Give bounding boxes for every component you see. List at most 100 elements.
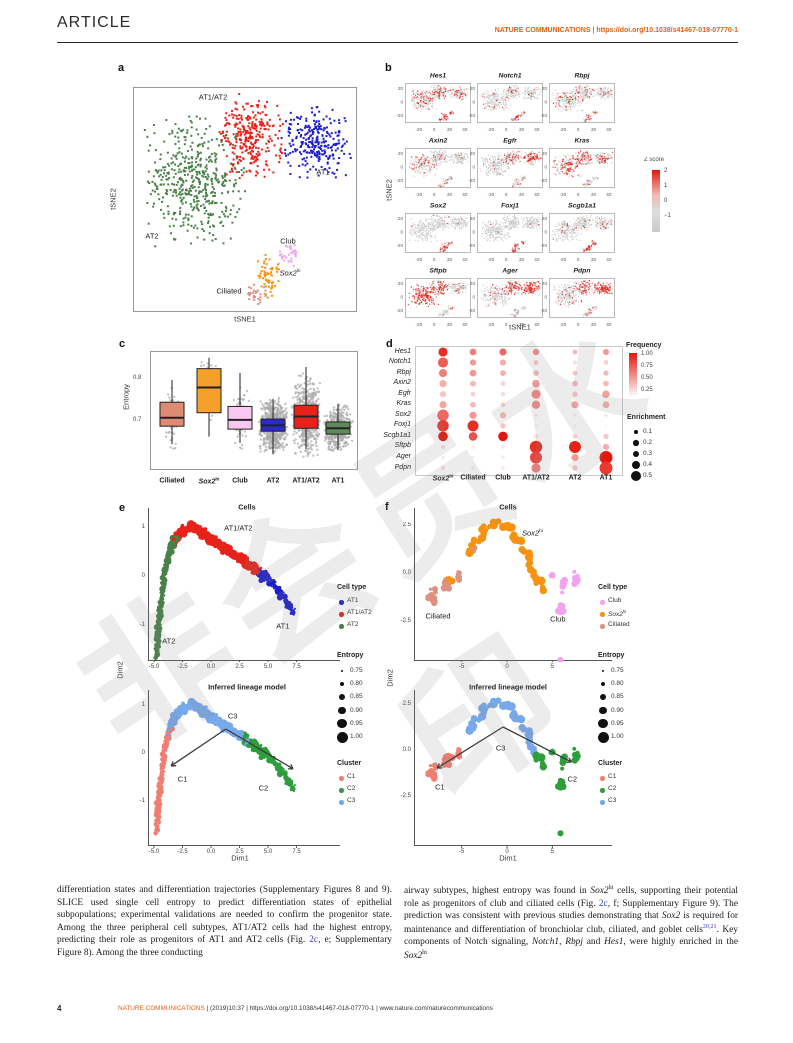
e-top-title: Cells	[238, 502, 256, 512]
cell-type-legend-label: Ciliated	[608, 621, 630, 628]
gene-title-Sox2: Sox2	[429, 202, 447, 210]
panel-e-bottom-canvas-y-tick: -1	[139, 797, 145, 804]
panel-f-top-canvas-x-tick: -5	[458, 664, 465, 670]
entropy-legend-value: 0.90	[611, 706, 624, 714]
cell-type-legend-dot	[600, 624, 605, 629]
cluster-legend-title: Cluster	[598, 760, 623, 767]
c-category-label: Ciliated	[159, 477, 185, 485]
cluster-label: C1	[435, 782, 445, 792]
figure-2: a b c d e f AT1/AT2 AT1 AT2 Club Sox2hi Ciliated tSN…	[109, 62, 671, 863]
cluster-legend-dot	[600, 776, 605, 781]
gene-plot-Hes1	[391, 81, 473, 137]
cluster-legend-label: C3	[608, 797, 617, 804]
d-gene-row-Notch1: Notch1	[388, 358, 411, 366]
entropy-legend-dot	[598, 719, 608, 729]
gene-plot-Rbpj	[535, 81, 617, 137]
panel-letter-e: e	[119, 502, 126, 514]
cluster-label: C1	[177, 774, 188, 784]
gene-title-Foxj1: Foxj1	[501, 202, 519, 210]
d-category-label: Sox2hi	[432, 473, 454, 483]
d-gene-row-Ager: Ager	[396, 453, 411, 460]
cluster-legend-dot	[600, 800, 605, 805]
enrichment-value: 0.1	[643, 428, 653, 435]
frequency-tick: 1.00	[641, 351, 653, 357]
header-rule	[57, 42, 738, 43]
footer-line: NATURE COMMUNICATIONS | (2019)10:37 | ht…	[118, 1005, 493, 1012]
entropy-legend-dot	[337, 719, 347, 729]
enrichment-value: 0.5	[643, 472, 653, 479]
cluster-label: Sox2hi	[521, 528, 543, 538]
gene-plot-Sox2	[391, 211, 473, 267]
d-category-label: AT1	[599, 474, 613, 482]
panel-f-top-canvas-x-tick: 0	[505, 664, 509, 670]
gene-plot-Kras	[535, 146, 617, 202]
cluster-label: C2	[258, 783, 269, 793]
panel-e-bottom-canvas-y-tick: 0	[141, 749, 145, 756]
body-column-1: differentiation states and differentiati…	[57, 885, 392, 958]
cell-type-legend-label: AT1/AT2	[347, 609, 372, 616]
journal-doi-link[interactable]: NATURE COMMUNICATIONS | https://doi.org/…	[494, 27, 738, 34]
gene-title-Sftpb: Sftpb	[429, 267, 447, 275]
d-gene-row-Sftpb: Sftpb	[394, 442, 411, 450]
cluster-legend-title: Cluster	[337, 760, 362, 767]
gene-title-Axin2: Axin2	[428, 137, 448, 145]
c-category-label: AT1	[331, 477, 345, 485]
entropy-legend-value: 1.00	[611, 733, 624, 740]
cell-type-legend-dot	[600, 612, 605, 617]
entropy-legend-value: 0.90	[350, 706, 363, 714]
entropy-legend-value: 0.80	[611, 680, 624, 688]
cluster-label: AT1/AT2	[224, 523, 253, 533]
d-gene-row-Scgb1a1: Scgb1a1	[383, 431, 411, 439]
zscore-tick: 1	[664, 183, 668, 189]
panel-f-bottom-canvas-y-tick: 0.0	[402, 746, 411, 753]
d-gene-row-Kras: Kras	[396, 400, 411, 408]
zscore-tick: 2	[664, 168, 668, 174]
a-x-axis-label: tSNE1	[234, 314, 256, 324]
panel-e-top-canvas-x-tick: 2.5	[235, 664, 244, 670]
gene-plot-Ager	[463, 276, 545, 332]
c-y-axis-label: Entropy	[121, 384, 131, 410]
frequency-tick: 0.50	[641, 375, 653, 381]
panel-f-top-canvas-y-tick: -2.5	[400, 617, 411, 624]
entropy-legend-dot	[601, 669, 605, 673]
panel-a-canvas	[133, 87, 357, 312]
gene-title-Egfr: Egfr	[503, 137, 517, 145]
c-category-label: Club	[232, 477, 248, 485]
entropy-legend-dot	[600, 682, 606, 687]
c-y-tick: 0.7	[133, 417, 142, 423]
panel-f-bottom-canvas-x-tick: -5	[458, 849, 465, 855]
panel-f-top-canvas-x-tick: 5	[550, 664, 555, 670]
c-y-tick: 0.8	[133, 375, 142, 381]
panel-f-bottom-canvas-y-tick: 2.5	[402, 700, 411, 707]
d-category-label: Club	[495, 474, 511, 482]
enrichment-dot	[634, 430, 638, 434]
panel-e-bottom-canvas-x-tick: 0.0	[206, 849, 216, 855]
f-top-title: Cells	[499, 502, 517, 512]
e-y-axis-label: Dim2	[115, 661, 125, 679]
e-x-axis-label: Dim1	[231, 853, 249, 863]
cell-type-legend-label: AT2	[347, 621, 359, 628]
cluster-legend-dot	[600, 788, 605, 793]
enrichment-value: 0.4	[643, 461, 653, 468]
panel-letter-d: d	[386, 338, 393, 350]
entropy-legend-title: Entropy	[337, 652, 364, 659]
cluster-label: Sox2hi	[279, 268, 301, 278]
e-bottom-title: Inferred lineage model	[208, 682, 286, 692]
gene-plot-Axin2	[391, 146, 473, 202]
cluster-legend-label: C2	[608, 785, 617, 792]
cluster-legend-dot	[339, 800, 344, 805]
cluster-label: Ciliated	[216, 286, 242, 296]
d-category-label: AT1/AT2	[522, 474, 550, 482]
panel-letter-b: b	[385, 62, 392, 74]
d-category-label: AT2	[568, 474, 582, 482]
enrichment-dot	[633, 440, 639, 446]
cell-type-legend-dot	[339, 600, 344, 605]
entropy-legend-value: 0.95	[611, 719, 624, 727]
cell-type-legend-title: Cell type	[598, 584, 628, 591]
article-label: ARTICLE	[57, 14, 132, 31]
panel-e-bottom-canvas-x-tick: -2.5	[177, 849, 188, 855]
f-bottom-title: Inferred lineage model	[469, 682, 547, 692]
frequency-legend-title: Frequency	[626, 342, 662, 349]
cluster-label: Club	[280, 236, 296, 246]
gene-plot-Notch1	[463, 81, 545, 137]
